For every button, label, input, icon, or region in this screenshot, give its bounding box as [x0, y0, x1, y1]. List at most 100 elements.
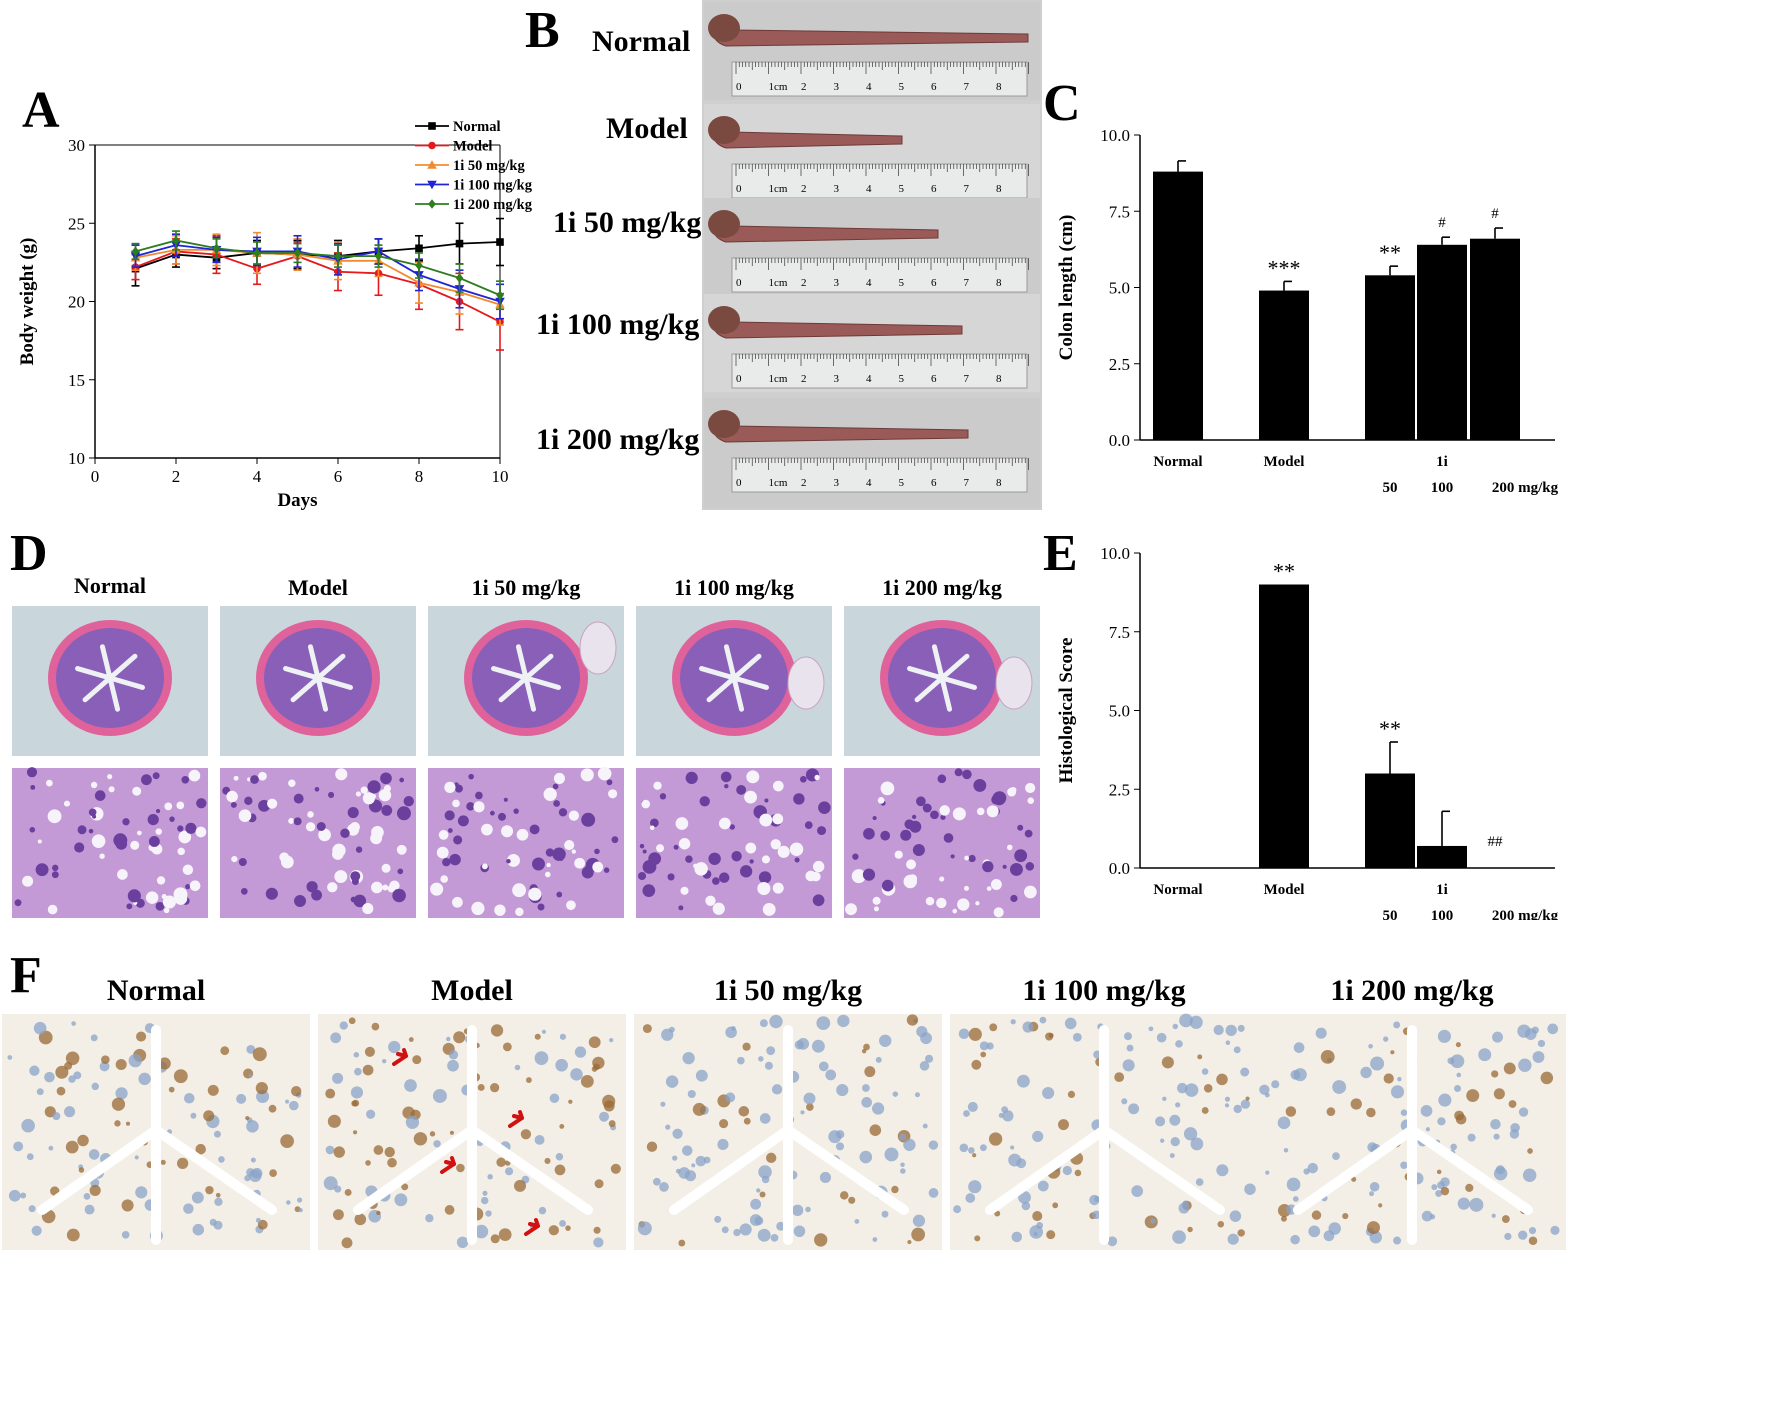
colon-label-200: 1i 200 mg/kg	[536, 423, 700, 456]
cell	[922, 1123, 928, 1129]
cell	[839, 1191, 849, 1200]
ruler-label: 2	[801, 277, 807, 289]
cell	[708, 852, 721, 865]
data-point	[455, 239, 464, 248]
cell	[1518, 1107, 1529, 1117]
cell	[979, 1041, 989, 1051]
cell	[339, 1021, 348, 1030]
cell	[568, 810, 580, 821]
cell	[979, 1144, 987, 1152]
cell	[952, 807, 966, 821]
x-tick-label: 10	[492, 467, 509, 486]
cell	[252, 1047, 267, 1062]
cell	[328, 791, 335, 798]
x-tick-label: 2	[172, 467, 181, 486]
cell	[192, 1223, 205, 1236]
cell	[1518, 1230, 1528, 1240]
cell	[1467, 1133, 1476, 1142]
cell	[173, 1069, 188, 1084]
cell	[1503, 1062, 1516, 1075]
cell	[1172, 1230, 1186, 1244]
cell	[762, 902, 776, 916]
cell	[659, 1182, 669, 1192]
cell	[1072, 1032, 1082, 1042]
cell	[574, 857, 586, 869]
cell	[964, 855, 970, 861]
mesentery	[579, 621, 617, 675]
cell	[1224, 1096, 1231, 1102]
mesentery	[787, 656, 825, 710]
cell	[848, 1196, 856, 1204]
cell	[365, 1160, 371, 1166]
cell	[136, 830, 142, 836]
cell	[684, 1170, 697, 1182]
ruler-label: 3	[834, 373, 840, 385]
data-point	[131, 246, 140, 257]
cell	[178, 830, 192, 844]
cell	[134, 1155, 139, 1160]
cell	[646, 1141, 658, 1152]
cell	[594, 1179, 604, 1189]
cell	[592, 861, 604, 873]
lumen	[353, 1025, 593, 1245]
cell	[1128, 1103, 1140, 1115]
significance-label: **	[1379, 716, 1401, 741]
cell	[770, 1233, 779, 1242]
cell	[438, 830, 449, 840]
cell	[570, 1068, 583, 1081]
cell	[986, 886, 992, 891]
category-label: Model	[1264, 454, 1305, 470]
cell	[397, 868, 404, 875]
y-tick-label: 7.5	[1109, 202, 1130, 221]
cell	[238, 809, 252, 822]
cell	[1183, 1127, 1198, 1141]
cell	[454, 784, 463, 793]
ruler-label: 3	[834, 183, 840, 195]
series-line	[135, 239, 501, 297]
cell	[1438, 1093, 1452, 1107]
cell	[350, 1086, 364, 1099]
cell	[608, 1120, 616, 1128]
series-4	[131, 230, 504, 311]
cell	[1320, 1049, 1335, 1064]
cell	[914, 1092, 920, 1098]
cell	[29, 1065, 40, 1076]
cell	[152, 772, 160, 780]
cell	[121, 1199, 134, 1212]
cell	[1455, 1042, 1461, 1048]
cell	[564, 840, 575, 851]
cell	[642, 849, 647, 854]
y-tick-label: 10	[68, 449, 85, 468]
cell	[695, 1155, 707, 1167]
cell	[906, 1014, 919, 1026]
cell	[352, 1099, 360, 1107]
cell	[29, 826, 36, 833]
cell	[13, 1141, 24, 1152]
cell	[155, 828, 162, 835]
lumen-fold	[523, 675, 561, 690]
category-label: Model	[1264, 882, 1305, 898]
cell	[725, 1026, 737, 1039]
cell	[176, 1157, 189, 1170]
cell	[1233, 1046, 1241, 1054]
cell	[1213, 1024, 1224, 1036]
cell	[306, 881, 318, 893]
cell	[685, 771, 698, 784]
cell	[924, 1054, 934, 1063]
cell	[265, 887, 278, 900]
cell	[466, 802, 475, 811]
cell	[269, 1169, 277, 1177]
series-1	[131, 234, 504, 351]
cell	[384, 1146, 395, 1158]
cell	[581, 866, 594, 879]
cell	[817, 826, 827, 836]
ihc-header-100: 1i 100 mg/kg	[1022, 974, 1186, 1007]
cell	[516, 828, 529, 841]
cell	[1369, 1182, 1380, 1192]
cell	[1067, 1090, 1076, 1099]
cell	[764, 1061, 773, 1070]
cell	[442, 858, 451, 867]
cell	[819, 1171, 831, 1184]
cell	[99, 1061, 110, 1072]
data-point	[496, 238, 504, 246]
